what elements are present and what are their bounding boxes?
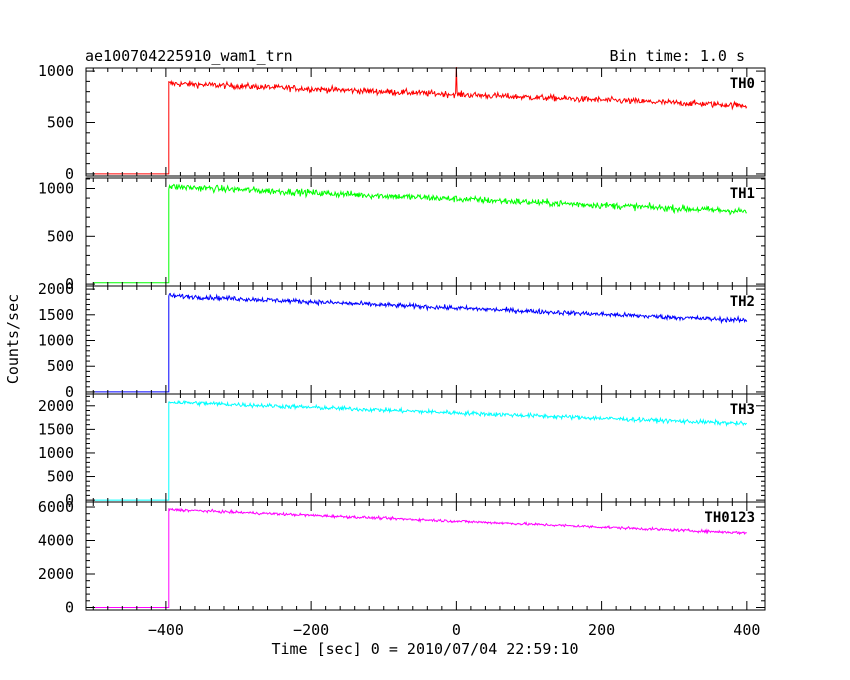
y-tick-label: 0 xyxy=(65,165,74,183)
x-tick-label: −400 xyxy=(148,621,184,639)
y-tick-label: 0 xyxy=(65,598,74,616)
series-label: TH0123 xyxy=(704,510,755,526)
series-line-th0123 xyxy=(93,507,747,608)
y-tick-label: 500 xyxy=(47,468,74,486)
series-label: TH0 xyxy=(730,76,755,92)
y-tick-label: 1000 xyxy=(38,62,74,80)
panel-frame xyxy=(85,285,766,395)
x-tick-label: 200 xyxy=(588,621,615,639)
y-tick-label: 2000 xyxy=(38,397,74,415)
panel-frame xyxy=(85,177,766,287)
panel-th3: 0 500 1000 1500 2000 TH3 xyxy=(38,393,766,509)
panel-frame xyxy=(85,67,766,177)
y-tick-label: 1500 xyxy=(38,420,74,438)
y-tick-label: 1500 xyxy=(38,306,74,324)
series-label: TH3 xyxy=(730,402,755,418)
panel-frame xyxy=(85,393,766,503)
y-tick-label: 6000 xyxy=(38,498,74,516)
chart-title: ae100704225910_wam1_trn xyxy=(85,47,293,65)
x-tick-label: 0 xyxy=(452,621,461,639)
series-line-th3 xyxy=(93,399,748,501)
y-tick-label: 1000 xyxy=(38,332,74,350)
bin-time-label: Bin time: 1.0 s xyxy=(610,47,745,65)
panel-frame xyxy=(85,501,766,611)
x-axis-title: Time [sec] 0 = 2010/07/04 22:59:10 xyxy=(271,640,578,658)
series-label: TH1 xyxy=(730,186,755,202)
y-tick-label: 500 xyxy=(47,114,74,132)
y-tick-label: 500 xyxy=(47,357,74,375)
panel-th1: 0 500 1000 TH1 xyxy=(38,177,766,293)
panel-th0123: 0 2000 4000 6000 TH0123 xyxy=(38,498,766,616)
x-tick-label: −200 xyxy=(293,621,329,639)
y-tick-label: 0 xyxy=(65,491,74,509)
y-tick-label: 0 xyxy=(65,383,74,401)
y-tick-label: 2000 xyxy=(38,565,74,583)
y-tick-label: 2000 xyxy=(38,280,74,298)
y-tick-label: 1000 xyxy=(38,180,74,198)
y-tick-label: 4000 xyxy=(38,532,74,550)
panel-th2: 0 500 1000 1500 2000 TH2 xyxy=(38,280,766,401)
y-tick-label: 1000 xyxy=(38,444,74,462)
series-line-th2 xyxy=(93,292,748,393)
x-tick-label: 400 xyxy=(733,621,760,639)
panel-th0: 0 500 1000 TH0 xyxy=(38,62,766,183)
y-tick-label: 0 xyxy=(65,275,74,293)
y-tick-label: 500 xyxy=(47,227,74,245)
series-line-th0 xyxy=(93,66,748,175)
y-axis-title: Counts/sec xyxy=(4,294,22,384)
series-label: TH2 xyxy=(730,294,755,310)
series-line-th1 xyxy=(93,183,747,284)
